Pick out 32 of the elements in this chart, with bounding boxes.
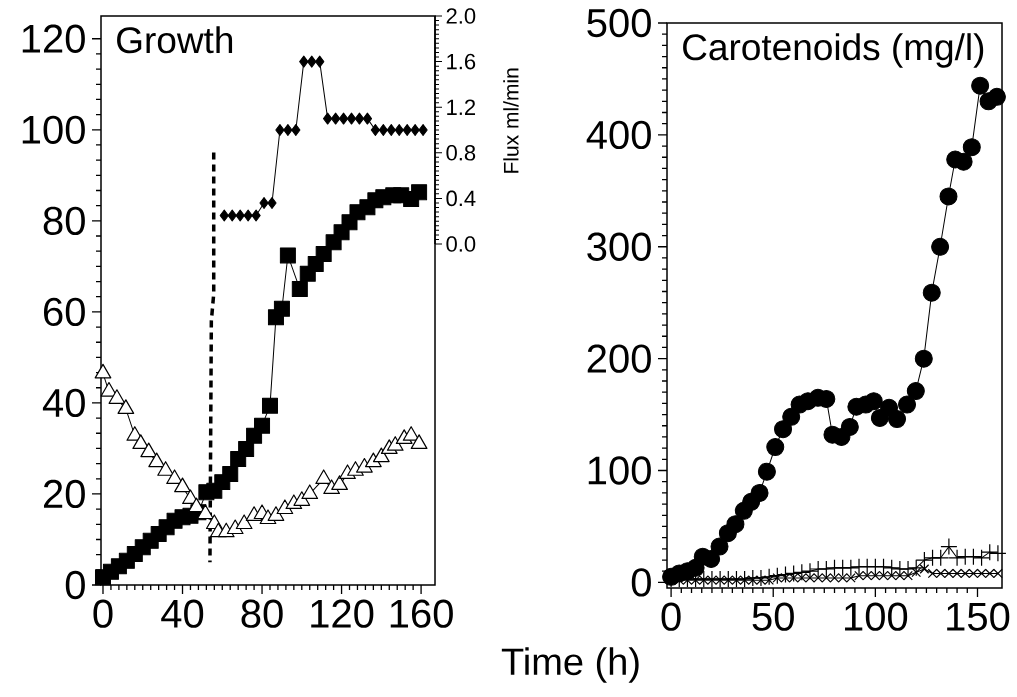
x-tick-label: 80 xyxy=(241,599,283,628)
x-tick-label: 0 xyxy=(661,602,681,631)
chart-title: Growth xyxy=(117,26,233,54)
y2-axis-title: Flux ml/min xyxy=(503,68,519,173)
x-tick-label: 160 xyxy=(390,599,453,628)
y-tick-label: 300 xyxy=(587,232,651,261)
y-tick-label: 120 xyxy=(22,24,85,53)
x-tick-label: 50 xyxy=(752,602,794,631)
y2-tick-label: 1.2 xyxy=(447,99,476,115)
y-tick-label: 500 xyxy=(587,8,651,38)
chart-title: Carotenoids (mg/l) xyxy=(683,33,984,68)
x-tick-label: 150 xyxy=(947,602,1010,631)
x-axis-title: Time (h) xyxy=(501,647,639,683)
y-tick-label: 0 xyxy=(65,570,85,600)
y2-tick-label: 0.8 xyxy=(446,145,476,161)
y-tick-label: 60 xyxy=(44,297,85,327)
x-tick-label: 100 xyxy=(845,602,908,631)
x-tick-label: 0 xyxy=(93,599,113,628)
y2-tick-label: 0.4 xyxy=(446,190,476,207)
y-tick-label: 0 xyxy=(631,568,651,597)
y-tick-label: 20 xyxy=(43,479,85,509)
y2-tick-label: 2.0 xyxy=(446,8,476,24)
y-tick-label: 40 xyxy=(42,388,85,418)
y-tick-label: 100 xyxy=(22,115,85,144)
x-tick-label: 40 xyxy=(161,599,204,628)
y-tick-label: 400 xyxy=(586,120,651,150)
y-tick-label: 200 xyxy=(587,344,651,373)
y2-tick-label: 0.0 xyxy=(446,236,476,252)
y-tick-label: 100 xyxy=(588,456,651,485)
x-tick-label: 120 xyxy=(311,599,374,628)
y-tick-label: 80 xyxy=(43,206,85,235)
y2-tick-label: 1.6 xyxy=(447,53,476,70)
